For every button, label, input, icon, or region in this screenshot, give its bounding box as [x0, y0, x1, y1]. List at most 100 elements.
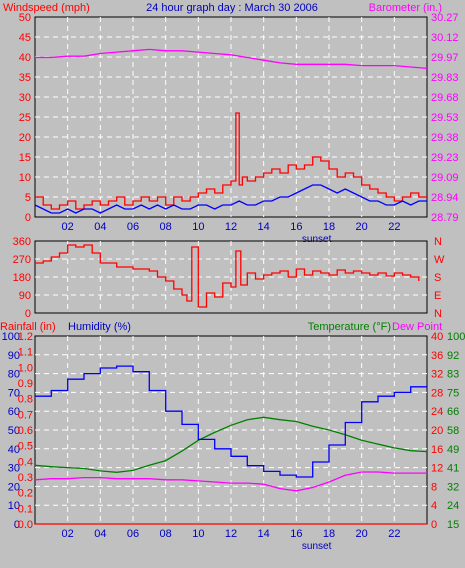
rainfall-tick-label: 0.8 — [18, 394, 33, 406]
temperature-tick-label: 40 — [431, 331, 443, 343]
hour-tick-label: 02 — [62, 528, 74, 540]
temperature-axis-label: Temperature (°F) — [308, 321, 391, 333]
barometer-tick-label: 29.83 — [431, 72, 459, 84]
humidity-tick-label: 0 — [14, 519, 20, 531]
hour-tick-label: 10 — [192, 528, 204, 540]
hour-tick-label: 06 — [127, 528, 139, 540]
barometer-tick-label: 28.94 — [431, 192, 459, 204]
temperature-tick-label: 16 — [431, 444, 443, 456]
windspeed-tick-label: 45 — [19, 32, 31, 44]
rainfall-tick-label: 1.0 — [18, 362, 33, 374]
humidity-tick-label: 90 — [8, 350, 20, 362]
rainfall-tick-label: 0.7 — [18, 409, 33, 421]
humidity-axis-label: Humidity (%) — [68, 321, 131, 333]
rainfall-axis-label: Rainfall (in) — [0, 321, 56, 333]
rainfall-tick-label: 0.9 — [18, 378, 33, 390]
dewpoint-tick-label: 100 — [447, 331, 465, 343]
humidity-temperature-grid — [35, 336, 427, 524]
humidity-temperature-ticks: 01020304050607080901000.00.10.20.30.40.5… — [2, 331, 465, 552]
rainfall-tick-label: 0.0 — [18, 519, 33, 531]
windspeed-axis-label: Windspeed (mph) — [3, 2, 90, 14]
chart-title: 24 hour graph day : March 30 2006 — [146, 2, 318, 14]
temperature-tick-label: 20 — [431, 425, 443, 437]
barometer-axis-label: Barometer (in.) — [369, 2, 442, 14]
temperature-tick-label: 4 — [431, 500, 437, 512]
windspeed-line — [34, 184, 427, 214]
hour-tick-label: 12 — [225, 528, 237, 540]
humidity-tick-label: 10 — [8, 500, 20, 512]
windspeed-tick-label: 40 — [19, 52, 31, 64]
rainfall-tick-label: 0.1 — [18, 503, 33, 515]
hour-tick-label: 08 — [160, 221, 172, 233]
compass-tick-label: N — [434, 308, 442, 320]
dewpoint-tick-label: 75 — [447, 387, 459, 399]
hour-tick-label: 10 — [192, 221, 204, 233]
dewpoint-tick-label: 32 — [447, 481, 459, 493]
humidity-tick-label: 80 — [8, 369, 20, 381]
dewpoint-axis-label: Dew Point — [392, 321, 442, 333]
dewpoint-tick-label: 83 — [447, 369, 459, 381]
wind-gust-line — [35, 112, 427, 210]
hour-tick-label: 08 — [160, 528, 172, 540]
rainfall-tick-label: 0.5 — [18, 441, 33, 453]
barometer-tick-label: 29.38 — [431, 132, 459, 144]
hour-tick-label: 04 — [94, 528, 106, 540]
rainfall-tick-label: 0.4 — [18, 456, 33, 468]
temperature-tick-label: 12 — [431, 463, 443, 475]
compass-tick-label: S — [434, 272, 441, 284]
hour-tick-label: 14 — [258, 221, 270, 233]
hour-tick-label: 18 — [323, 528, 335, 540]
direction-degree-tick-label: 360 — [13, 236, 31, 248]
barometer-tick-label: 29.23 — [431, 152, 459, 164]
humidity-tick-label: 60 — [8, 406, 20, 418]
windspeed-tick-label: 30 — [19, 92, 31, 104]
hour-tick-label: 20 — [356, 528, 368, 540]
temperature-tick-label: 36 — [431, 350, 443, 362]
temperature-tick-label: 28 — [431, 387, 443, 399]
hour-tick-label: 16 — [290, 528, 302, 540]
compass-tick-label: N — [434, 236, 442, 248]
barometer-tick-label: 28.79 — [431, 212, 459, 224]
hour-tick-label: 22 — [388, 221, 400, 233]
rainfall-tick-label: 0.6 — [18, 425, 33, 437]
temperature-tick-label: 24 — [431, 406, 443, 418]
hour-tick-label: 18 — [323, 221, 335, 233]
dewpoint-line — [34, 471, 427, 492]
compass-tick-label: W — [434, 254, 445, 266]
barometer-tick-label: 29.68 — [431, 92, 459, 104]
hour-tick-label: 06 — [127, 221, 139, 233]
wind-barometer-panel: 0 5 10 15 20 25 30 35 40 45 50 28.79 28.94 29.09 29.23… — [3, 2, 459, 245]
humidity-tick-label: 70 — [8, 387, 20, 399]
windspeed-tick-label: 0 — [25, 212, 31, 224]
rainfall-tick-label: 1.1 — [18, 347, 33, 359]
windspeed-tick-label: 25 — [19, 112, 31, 124]
barometer-tick-label: 29.97 — [431, 52, 459, 64]
dewpoint-tick-label: 41 — [447, 463, 459, 475]
dewpoint-tick-label: 49 — [447, 444, 459, 456]
rainfall-tick-label: 1.2 — [18, 331, 33, 343]
barometer-tick-label: 30.27 — [431, 12, 459, 24]
wind-direction-series — [35, 244, 420, 308]
humidity-tick-label: 50 — [8, 425, 20, 437]
temperature-tick-label: 0 — [431, 519, 437, 531]
sunset-marker-label: sunset — [302, 541, 332, 552]
wind-direction-line — [35, 244, 420, 308]
windspeed-tick-label: 50 — [19, 12, 31, 24]
windspeed-tick-label: 35 — [19, 72, 31, 84]
dewpoint-tick-label: 24 — [447, 500, 459, 512]
barometer-line — [35, 48, 428, 70]
barometer-tick-label: 29.09 — [431, 172, 459, 184]
humidity-tick-label: 30 — [8, 463, 20, 475]
dewpoint-tick-label: 66 — [447, 406, 459, 418]
hour-tick-label: 04 — [94, 221, 106, 233]
hour-tick-label: 22 — [388, 528, 400, 540]
hour-tick-label: 12 — [225, 221, 237, 233]
direction-degree-tick-label: 270 — [13, 254, 31, 266]
humidity-temperature-panel: 01020304050607080901000.00.10.20.30.40.5… — [0, 321, 465, 552]
rainfall-tick-label: 0.3 — [18, 472, 33, 484]
humidity-tick-label: 100 — [2, 331, 20, 343]
